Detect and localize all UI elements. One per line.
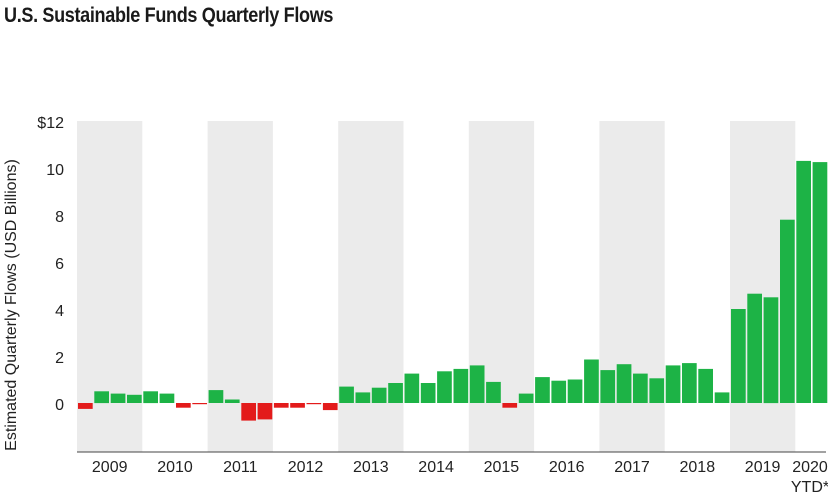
x-tick-label-2019: 2019 xyxy=(745,459,781,476)
bar-2011-q3 xyxy=(241,403,256,421)
bar-2013-q1 xyxy=(339,386,354,403)
x-tick-label-2010: 2010 xyxy=(157,459,193,476)
bar-2014-q2 xyxy=(420,383,436,403)
x-tick-sublabel: YTD* xyxy=(791,479,828,496)
x-tick-label-2009: 2009 xyxy=(92,459,128,476)
bar-2019-q4 xyxy=(780,219,795,403)
x-tick-label-2015: 2015 xyxy=(484,459,520,476)
chart-title: U.S. Sustainable Funds Quarterly Flows xyxy=(4,4,334,27)
y-tick-label: 0 xyxy=(55,397,64,414)
x-tick-label-2014: 2014 xyxy=(418,459,454,476)
bar-2019-q1 xyxy=(731,309,746,403)
bar-2010-q2 xyxy=(159,393,175,403)
bar-2012-q2 xyxy=(290,403,305,408)
bar-2009-q1 xyxy=(78,403,93,409)
bar-2009-q3 xyxy=(110,393,126,403)
y-axis-label: Estimated Quarterly Flows (USD Billions) xyxy=(3,159,20,451)
bar-2020-q2 xyxy=(812,162,828,403)
bar-2010-q4 xyxy=(192,403,207,405)
bar-2009-q4 xyxy=(127,394,142,403)
bar-2018-q4 xyxy=(714,392,730,403)
x-axis: 2009 2010 2011 2012 2013 2014 2015 2016 2017 2018… xyxy=(77,451,828,496)
y-tick-label: 4 xyxy=(55,303,64,320)
bar-2017-q1 xyxy=(600,370,616,403)
bar-2009-q2 xyxy=(94,391,109,404)
bar-2016-q1 xyxy=(535,377,550,403)
x-tick-label-2016: 2016 xyxy=(549,459,585,476)
bar-2011-q2 xyxy=(224,399,240,403)
bar-2013-q3 xyxy=(371,387,387,403)
bar-2012-q4 xyxy=(322,403,338,411)
y-tick-label: 6 xyxy=(55,256,64,273)
bar-2016-q2 xyxy=(551,380,567,403)
y-axis: $12 10 8 6 4 2 0 xyxy=(37,115,64,414)
bar-2018-q2 xyxy=(682,363,697,403)
bar-2014-q1 xyxy=(404,373,420,403)
bar-2015-q2 xyxy=(486,381,501,403)
bar-2016-q3 xyxy=(567,379,583,403)
bar-2013-q4 xyxy=(388,383,403,403)
x-tick-label-2020: 2020 xyxy=(792,459,828,476)
bar-2011-q1 xyxy=(208,390,224,403)
bar-2012-q3 xyxy=(306,403,322,405)
x-tick-label-2011: 2011 xyxy=(223,459,258,476)
bar-2010-q1 xyxy=(143,391,158,404)
x-tick-label-2017: 2017 xyxy=(614,459,650,476)
bar-2010-q3 xyxy=(176,403,191,408)
bar-2011-q4 xyxy=(257,403,273,420)
bar-2015-q3 xyxy=(502,403,518,408)
bar-2020-q1 xyxy=(796,160,811,403)
x-tick-label-2013: 2013 xyxy=(353,459,389,476)
x-tick-label-2018: 2018 xyxy=(680,459,716,476)
bar-2018-q3 xyxy=(698,368,713,403)
y-tick-label: 8 xyxy=(55,209,64,226)
bar-2018-q1 xyxy=(665,365,681,403)
bar-2016-q4 xyxy=(584,359,599,403)
bar-2019-q2 xyxy=(747,293,762,403)
bar-2015-q1 xyxy=(469,365,485,403)
bar-2014-q3 xyxy=(437,371,452,403)
bar-2017-q2 xyxy=(616,364,632,403)
bar-2013-q2 xyxy=(355,392,371,403)
y-tick-label: $12 xyxy=(37,115,64,132)
y-tick-label: 2 xyxy=(55,350,64,367)
bar-2012-q1 xyxy=(273,403,289,408)
bar-2017-q3 xyxy=(633,373,648,403)
bar-2019-q3 xyxy=(763,297,779,404)
bar-2017-q4 xyxy=(649,378,665,403)
bar-2015-q4 xyxy=(518,393,534,403)
bars xyxy=(78,160,828,421)
y-tick-label: 10 xyxy=(46,162,64,179)
bar-2014-q4 xyxy=(453,368,469,403)
x-tick-label-2012: 2012 xyxy=(288,459,324,476)
